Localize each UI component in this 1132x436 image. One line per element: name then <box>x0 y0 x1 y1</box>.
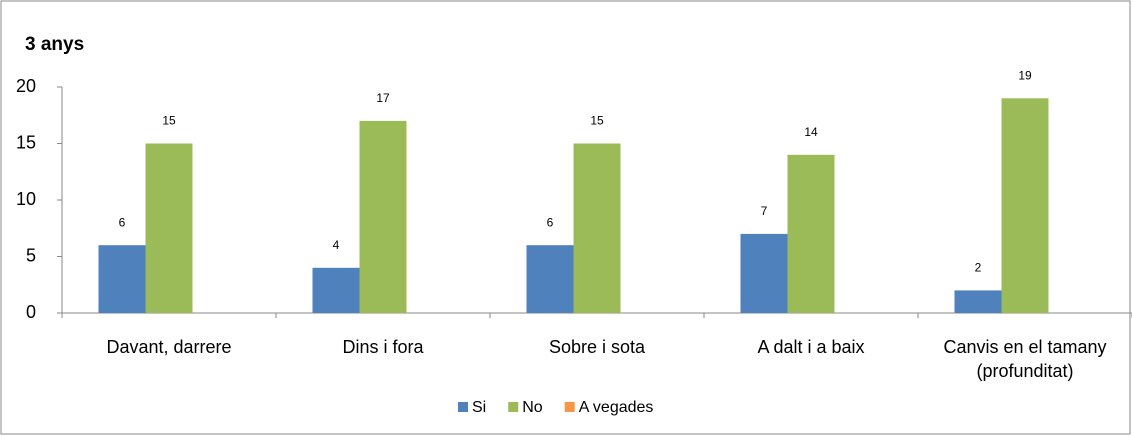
legend-swatch <box>458 402 468 412</box>
data-label: 4 <box>333 238 340 252</box>
data-label: 7 <box>761 204 768 218</box>
x-tick-label: Sobre i sota <box>548 337 646 357</box>
bar <box>359 120 407 314</box>
y-tick-label: 5 <box>26 245 36 265</box>
x-tick-label: Dins i fora <box>342 337 424 357</box>
bar <box>787 154 835 313</box>
bar <box>98 245 146 313</box>
y-tick-label: 15 <box>16 132 36 152</box>
data-label: 15 <box>590 114 604 128</box>
data-label: 17 <box>376 91 390 105</box>
data-label: 19 <box>1018 68 1032 82</box>
x-tick-label: Canvis en el tamany (profunditat) <box>943 337 1107 381</box>
legend-label: A vegades <box>579 399 654 416</box>
bar <box>740 233 788 313</box>
legend-label: Si <box>472 399 486 416</box>
chart-title: 3 anys <box>25 34 84 55</box>
bar <box>526 245 574 313</box>
y-tick-label: 10 <box>16 189 36 209</box>
data-label: 15 <box>162 114 176 128</box>
bar <box>954 290 1002 313</box>
data-label: 2 <box>975 261 982 275</box>
data-label: 6 <box>547 215 554 229</box>
x-tick-label: Davant, darrere <box>106 337 232 357</box>
x-tick-label: A dalt i a baix <box>757 337 865 357</box>
legend-swatch <box>508 402 519 412</box>
y-tick-label: 20 <box>16 76 36 96</box>
bar <box>312 267 360 313</box>
bar <box>573 143 621 313</box>
data-label: 6 <box>119 215 126 229</box>
bar <box>1001 98 1049 313</box>
legend-label: No <box>522 399 543 416</box>
bar <box>145 143 193 313</box>
legend-swatch <box>564 402 575 412</box>
y-tick-label: 0 <box>26 302 36 322</box>
data-label: 14 <box>804 125 818 139</box>
